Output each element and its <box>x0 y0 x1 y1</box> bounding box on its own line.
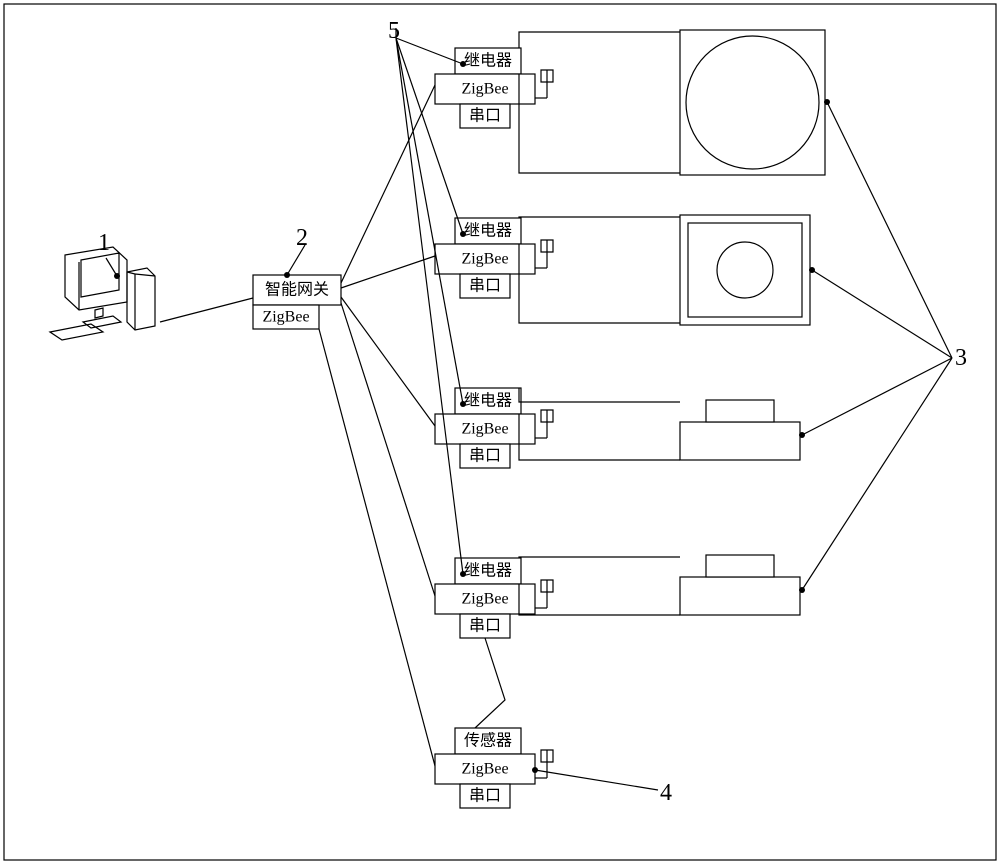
callout-n4: 4 <box>660 780 672 807</box>
callout-n5: 5 <box>388 18 400 45</box>
callout-n3: 3 <box>955 345 967 372</box>
svg-text:串口: 串口 <box>469 107 501 125</box>
diagram-canvas: 智能网关ZigBee继电器ZigBee串口继电器ZigBee串口继电器ZigBe… <box>0 0 1000 864</box>
svg-text:ZigBee: ZigBee <box>262 309 309 326</box>
svg-text:继电器: 继电器 <box>464 392 512 410</box>
svg-text:继电器: 继电器 <box>464 52 512 70</box>
svg-text:串口: 串口 <box>469 787 501 805</box>
device <box>680 30 825 175</box>
svg-text:串口: 串口 <box>469 617 501 635</box>
svg-text:ZigBee: ZigBee <box>461 81 508 98</box>
callout-n2: 2 <box>296 225 308 252</box>
svg-text:继电器: 继电器 <box>464 222 512 240</box>
svg-text:智能网关: 智能网关 <box>265 281 329 299</box>
svg-text:ZigBee: ZigBee <box>461 591 508 608</box>
svg-text:ZigBee: ZigBee <box>461 251 508 268</box>
svg-text:继电器: 继电器 <box>464 562 512 580</box>
svg-text:传感器: 传感器 <box>464 732 512 750</box>
svg-text:ZigBee: ZigBee <box>461 761 508 778</box>
svg-text:串口: 串口 <box>469 447 501 465</box>
device <box>680 215 810 325</box>
svg-text:ZigBee: ZigBee <box>461 421 508 438</box>
callout-n1: 1 <box>98 230 110 257</box>
svg-text:串口: 串口 <box>469 277 501 295</box>
